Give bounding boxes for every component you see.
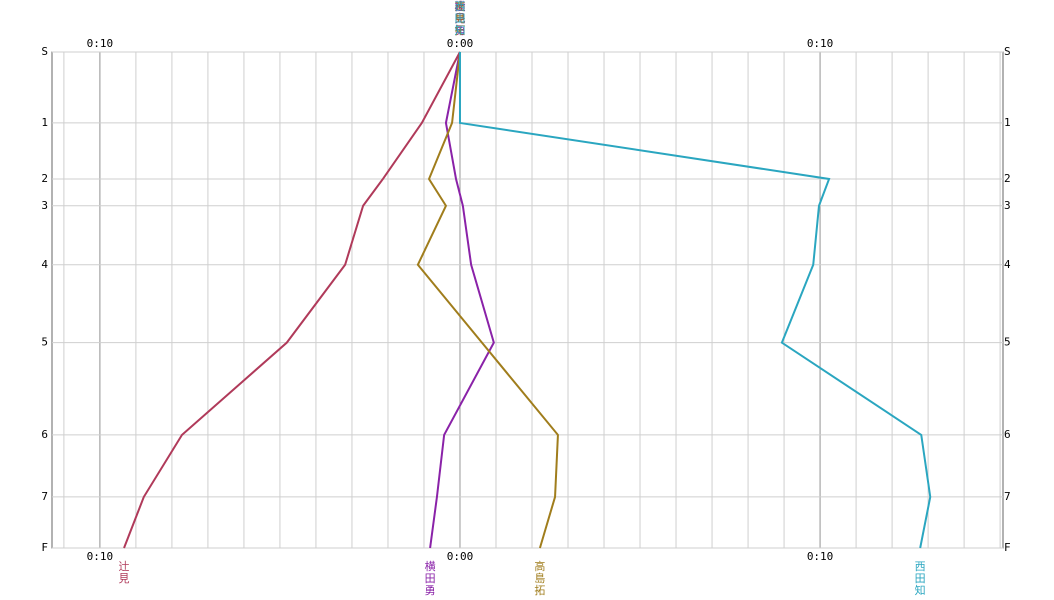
series-label-top: 横田勇 [454, 0, 465, 37]
plot-frame [51, 51, 1004, 549]
y-tick-label: 2 [41, 172, 48, 185]
y-tick-label: 6 [1004, 428, 1011, 441]
y-tick-label: S [1004, 45, 1011, 58]
series-label: 横田勇 [425, 559, 436, 597]
y-tick-label: 3 [1004, 199, 1011, 212]
y-tick-label: F [41, 541, 48, 554]
y-tick-label: 7 [1004, 490, 1011, 503]
x-tick-label: 0:10 [807, 550, 834, 563]
x-tick-label: 0:00 [447, 550, 474, 563]
x-tick-label: 0:10 [87, 37, 114, 50]
series-line [429, 51, 495, 549]
y-tick-label: 3 [41, 199, 48, 212]
y-tick-label: 7 [41, 490, 48, 503]
series-label-top: 西田知 [454, 0, 465, 37]
x-tick-label: 0:10 [87, 550, 114, 563]
y-tick-label: F [1004, 541, 1011, 554]
series-label-top: 辻見 [454, 0, 465, 25]
y-tick-label: 4 [41, 258, 48, 271]
series-line [458, 52, 932, 549]
series-label: 西田知 [915, 560, 926, 597]
series-line [123, 51, 461, 549]
x-tick-label: 0:10 [807, 37, 834, 50]
y-tick-label: 6 [41, 428, 48, 441]
y-tick-label: 1 [41, 116, 48, 129]
y-tick-label: 1 [1004, 116, 1011, 129]
x-tick-label: 0:00 [447, 37, 474, 50]
y-tick-label: S [41, 45, 48, 58]
series-label: 辻見 [119, 559, 130, 585]
series-label-top: 高島拓 [454, 0, 465, 37]
y-tick-label: 5 [1004, 336, 1011, 349]
y-tick-label: 5 [41, 336, 48, 349]
y-tick-label: 4 [1004, 258, 1011, 271]
series-label: 高島拓 [534, 559, 545, 597]
series-line [416, 51, 559, 549]
y-tick-label: 2 [1004, 172, 1011, 185]
